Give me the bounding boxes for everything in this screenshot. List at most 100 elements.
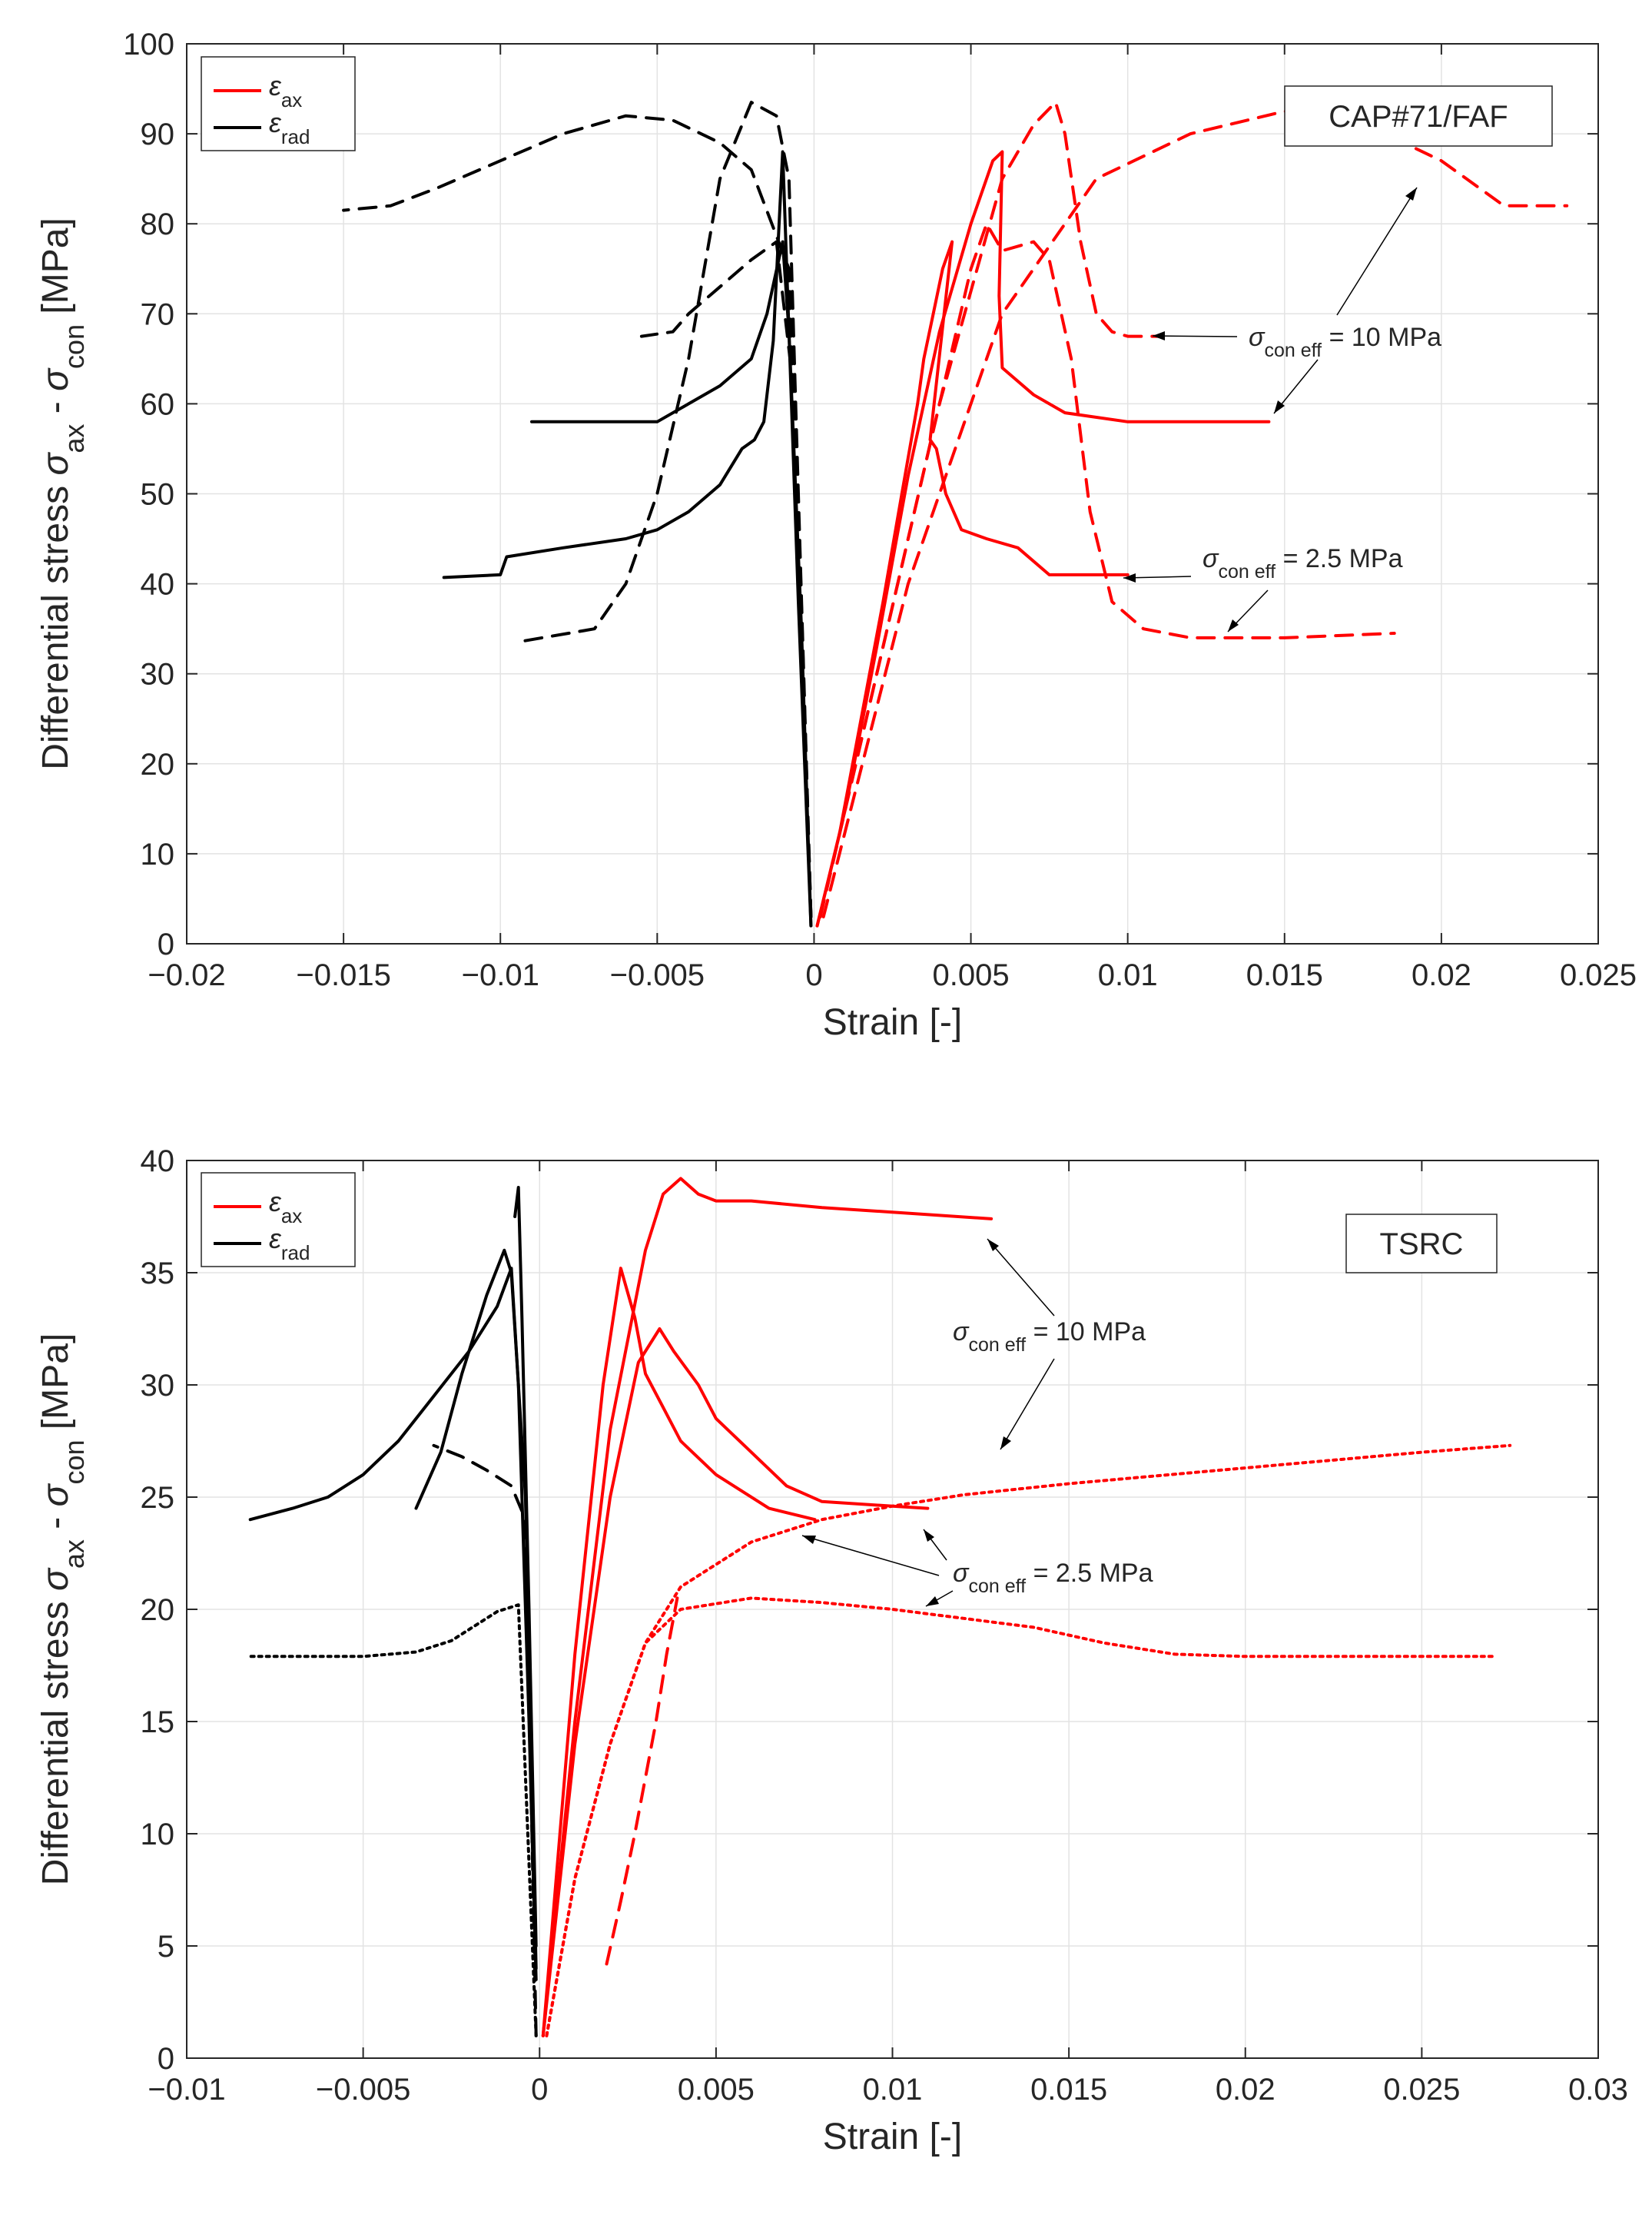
series-line xyxy=(442,150,813,928)
x-tick-label: −0.02 xyxy=(148,958,225,992)
annotation-2-5mpa-text: σcon eff = 2.5 MPa xyxy=(953,1559,1153,1597)
series-line xyxy=(545,1596,1494,2037)
annotation-10mpa-text: σcon eff = 10 MPa xyxy=(953,1317,1146,1356)
series-line xyxy=(342,114,813,918)
y-tick-label: 5 xyxy=(158,1930,174,1964)
x-tick-labels: −0.01 −0.005 0 0.005 0.01 0.015 0.02 0.025 0.03 xyxy=(148,2073,1628,2107)
y-tick-labels: 0 10 20 30 40 50 60 70 80 90 100 xyxy=(123,28,174,961)
series-line xyxy=(514,101,813,918)
x-tick-label: 0.025 xyxy=(1383,2073,1460,2107)
x-tick-label: 0.015 xyxy=(1246,958,1323,992)
y-title-sub-ax: ax xyxy=(58,424,90,453)
series-line xyxy=(818,222,1396,918)
y-title-suffix: [MPa] xyxy=(35,1333,76,1440)
legend-label-rad: εrad xyxy=(269,1223,310,1264)
y-tick-label: 35 xyxy=(141,1257,175,1290)
chart-panel-cap71-faf: −0.02 −0.015 −0.01 −0.005 0 0.005 0.01 0.015 0.0… xyxy=(35,28,1637,1043)
legend-label-ax: εax xyxy=(269,1186,302,1227)
series-layer xyxy=(248,1177,1512,2037)
y-title-prefix: Differential stress xyxy=(35,476,76,770)
y-tick-label: 70 xyxy=(141,297,175,331)
x-tick-label: −0.005 xyxy=(316,2073,410,2107)
y-tick-label: 100 xyxy=(123,28,174,61)
y-axis-title: Differential stress σax - σcon [MPa] xyxy=(35,217,90,770)
y-tick-label: 10 xyxy=(141,1818,175,1851)
panel-label: CAP#71/FAF xyxy=(1329,100,1508,134)
legend-label-rad: εrad xyxy=(269,107,310,148)
arrowhead xyxy=(1405,188,1417,201)
x-tick-label: 0.01 xyxy=(863,2073,923,2107)
y-title-sub-ax: ax xyxy=(58,1539,90,1569)
legend: εax εrad xyxy=(201,1172,356,1267)
y-tick-label: 0 xyxy=(158,2042,174,2076)
arrowhead xyxy=(1123,573,1136,583)
x-tick-label: 0 xyxy=(531,2073,548,2107)
arrowhead xyxy=(1274,400,1285,413)
annotation-2-5mpa: σcon eff = 2.5 MPa xyxy=(801,1529,1153,1607)
arrowhead xyxy=(926,1596,939,1606)
x-tick-label: 0.025 xyxy=(1560,958,1637,992)
arrowhead xyxy=(924,1529,934,1542)
legend-box xyxy=(201,1172,356,1267)
y-tick-label: 30 xyxy=(141,658,175,692)
y-title-sub-con: con xyxy=(58,1439,90,1484)
series-line xyxy=(541,1177,994,2037)
series-line xyxy=(605,1596,679,1966)
y-tick-label: 50 xyxy=(141,478,175,512)
annotation-10mpa: σcon eff = 10 MPa xyxy=(953,1238,1146,1450)
y-tick-label: 20 xyxy=(141,748,175,782)
y-title-sigma-con: σ xyxy=(35,1483,76,1506)
y-tick-label: 60 xyxy=(141,387,175,421)
y-tick-label: 20 xyxy=(141,1593,175,1627)
annotation-10mpa-text: σcon eff = 10 MPa xyxy=(1249,323,1441,361)
y-title-prefix: Differential stress xyxy=(35,1591,76,1885)
x-tick-label: −0.005 xyxy=(610,958,705,992)
panel-label-box: CAP#71/FAF xyxy=(1284,85,1553,147)
legend-label-ax: εax xyxy=(269,70,302,111)
chart-panel-tsrc: −0.01 −0.005 0 0.005 0.01 0.015 0.02 0.025 0.03 … xyxy=(35,1144,1628,2157)
annotation-arrow xyxy=(1000,1358,1055,1450)
x-tick-label: 0.005 xyxy=(678,2073,755,2107)
series-line xyxy=(815,240,1130,928)
series-line xyxy=(815,150,1271,928)
x-tick-label: 0.005 xyxy=(933,958,1010,992)
series-layer xyxy=(342,101,1569,928)
ticks xyxy=(186,43,1599,945)
annotation-2-5mpa: σcon eff = 2.5 MPa xyxy=(1123,544,1403,633)
annotation-arrow xyxy=(987,1238,1055,1317)
y-tick-label: 15 xyxy=(141,1705,175,1739)
legend-box xyxy=(201,56,356,151)
y-tick-label: 10 xyxy=(141,838,175,872)
y-title-sigma-ax: σ xyxy=(35,1567,76,1591)
series-line xyxy=(432,1443,538,2037)
y-title-middle: - xyxy=(35,391,76,424)
x-tick-label: −0.015 xyxy=(296,958,390,992)
y-title-sigma-ax: σ xyxy=(35,452,76,476)
annotation-10mpa: σcon eff = 10 MPa xyxy=(1152,187,1441,414)
arrowhead xyxy=(1153,331,1165,340)
x-tick-labels: −0.02 −0.015 −0.01 −0.005 0 0.005 0.01 0.015 0.0… xyxy=(148,958,1637,992)
legend: εax εrad xyxy=(201,56,356,151)
arrowhead xyxy=(1000,1436,1011,1449)
series-line xyxy=(513,1186,538,1947)
series-line xyxy=(414,1248,538,1971)
y-title-suffix: [MPa] xyxy=(35,217,76,324)
series-line xyxy=(541,1327,930,2037)
x-tick-label: 0.015 xyxy=(1030,2073,1107,2107)
arrowhead xyxy=(987,1239,999,1251)
y-tick-label: 0 xyxy=(158,928,174,961)
y-tick-label: 40 xyxy=(141,568,175,602)
series-line xyxy=(541,1267,817,2037)
y-tick-label: 40 xyxy=(141,1144,175,1178)
x-tick-label: 0.03 xyxy=(1568,2073,1628,2107)
panel-label: TSRC xyxy=(1380,1227,1464,1261)
x-axis-title: Strain [-] xyxy=(823,2117,962,2157)
panel-label-frame xyxy=(1345,1214,1498,1273)
panel-label-frame xyxy=(1284,85,1553,147)
ticks xyxy=(186,1160,1599,2059)
y-title-sub-con: con xyxy=(58,324,90,369)
arrowhead xyxy=(1228,619,1239,632)
x-tick-label: −0.01 xyxy=(148,2073,225,2107)
series-line xyxy=(248,1267,538,1981)
